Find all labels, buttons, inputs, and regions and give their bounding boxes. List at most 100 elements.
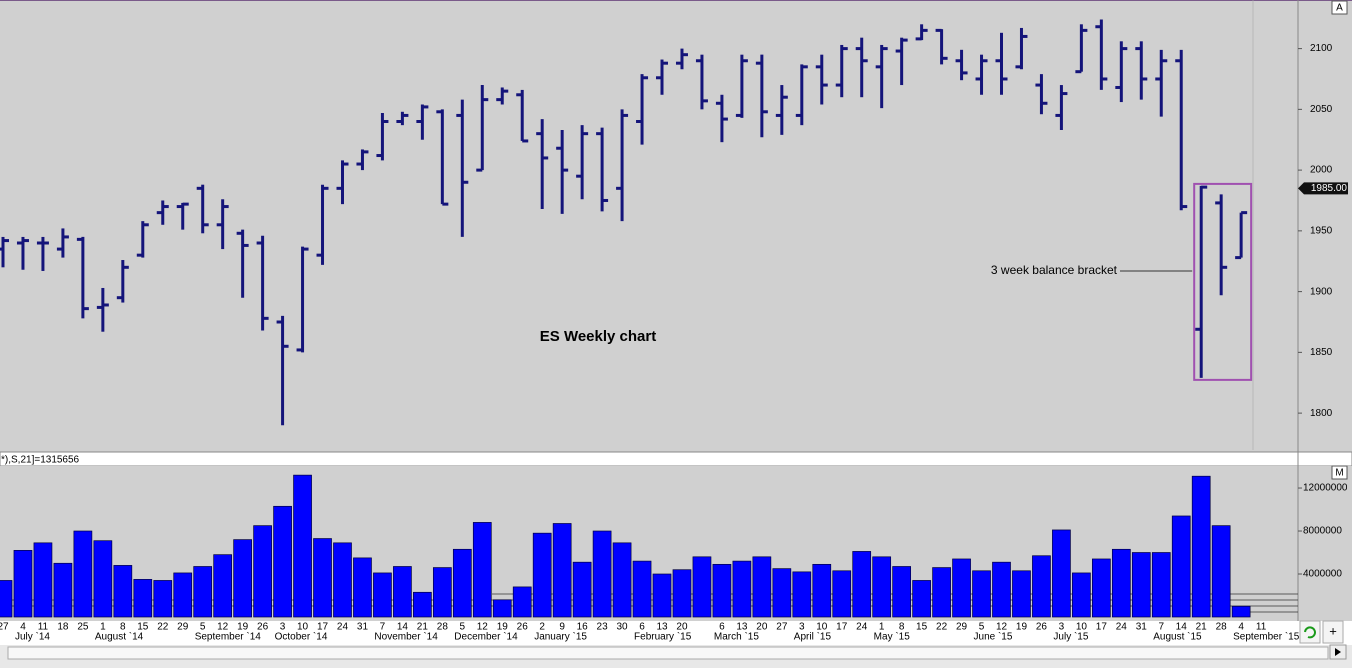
volume-bar [1052, 529, 1071, 618]
add-button[interactable] [1322, 620, 1344, 644]
volume-bar [992, 561, 1011, 618]
x-tick-label: 6 [719, 622, 725, 633]
volume-bar [652, 573, 672, 618]
x-tick-label: 24 [337, 622, 349, 633]
x-tick-label: 10 [1076, 622, 1088, 633]
volume-bar [1091, 558, 1111, 618]
x-tick-label: 11 [38, 622, 49, 633]
last-price-marker [1298, 182, 1348, 195]
volume-bar [772, 568, 792, 618]
x-axis-area [0, 621, 1298, 645]
volume-bar [213, 554, 233, 618]
x-tick-label: 26 [517, 622, 529, 633]
x-tick-label: 20 [756, 622, 768, 633]
x-tick-label: 15 [137, 622, 149, 633]
volume-bar [153, 580, 173, 618]
volume-bar [912, 580, 931, 618]
volume-bar [632, 560, 652, 618]
volume-bar [13, 550, 33, 618]
x-tick-label: 4 [20, 622, 26, 633]
month-label: September `14 [195, 631, 262, 643]
month-label: July `14 [15, 631, 50, 643]
x-tick-label: 7 [380, 622, 386, 633]
refresh-button[interactable] [1299, 620, 1321, 644]
x-tick-label: 3 [280, 622, 286, 633]
x-tick-label: 6 [639, 622, 645, 633]
x-tick-label: 26 [1036, 622, 1048, 633]
last-price-label: 1985.00 [1311, 183, 1348, 194]
x-tick-label: 31 [1136, 622, 1148, 633]
volume-bar [832, 570, 852, 618]
y-tick-label: 1950 [1310, 226, 1333, 237]
x-tick-label: 13 [736, 622, 748, 633]
volume-bar [253, 525, 272, 618]
indicator-strip [0, 451, 1352, 467]
x-tick-label: 11 [1256, 622, 1267, 633]
volume-bar [1072, 572, 1091, 618]
x-tick-label: 29 [956, 622, 968, 633]
month-label: April `15 [794, 631, 832, 643]
volume-bar [972, 570, 991, 618]
volume-bar [812, 563, 832, 618]
volume-bar [413, 591, 432, 618]
volume-bar [712, 563, 732, 618]
x-tick-label: 20 [676, 622, 688, 633]
volume-bar [1012, 570, 1031, 618]
y-tick-label: 2050 [1310, 104, 1333, 115]
x-tick-label: 14 [1176, 622, 1188, 633]
volume-bar [313, 538, 332, 618]
scrollbar[interactable] [7, 646, 1329, 660]
volume-bar [572, 561, 592, 618]
x-tick-label: 4 [1238, 622, 1244, 633]
volume-bar [432, 567, 452, 618]
x-tick-label: 21 [417, 622, 429, 633]
volume-scale-button[interactable] [1331, 465, 1348, 480]
x-tick-label: 17 [317, 622, 329, 633]
indicator-label: *),S,21]=1315656 [1, 455, 80, 466]
volume-bar [393, 566, 412, 618]
x-tick-label: 13 [656, 622, 668, 633]
volume-bar [892, 566, 912, 618]
volume-bar [1151, 552, 1171, 618]
x-tick-label: 30 [617, 622, 629, 633]
x-tick-label: 1 [879, 622, 885, 633]
x-tick-label: 3 [1059, 622, 1065, 633]
y-tick-label: 1800 [1310, 408, 1333, 419]
month-label: March `15 [714, 631, 759, 643]
y-tick-label: 1900 [1310, 286, 1333, 297]
month-label: May `15 [874, 631, 911, 643]
volume-bar [113, 565, 133, 618]
x-tick-label: 17 [836, 622, 848, 633]
volume-bar [33, 542, 53, 618]
x-tick-label: 28 [437, 622, 449, 633]
x-tick-label: 19 [1016, 622, 1028, 633]
refresh-icon [1304, 626, 1316, 639]
x-tick-label: 12 [217, 622, 229, 633]
month-label: June `15 [974, 631, 1013, 643]
volume-tick-label: 8000000 [1303, 526, 1342, 537]
y-tick-label: 2000 [1310, 165, 1333, 176]
x-tick-label: 2 [539, 622, 545, 633]
volume-bar [752, 556, 772, 618]
price-scale-button[interactable] [1331, 0, 1348, 15]
volume-bar [692, 556, 712, 618]
x-tick-label: 3 [799, 622, 805, 633]
month-label: August `15 [1153, 631, 1202, 643]
volume-bar [333, 542, 352, 618]
volume-bar [492, 599, 512, 618]
x-tick-label: 24 [856, 622, 868, 633]
volume-bar [472, 522, 492, 618]
volume-bar [532, 532, 552, 618]
x-tick-label: 12 [996, 622, 1008, 633]
month-label: September `15 [1233, 631, 1300, 643]
x-tick-label: 5 [979, 622, 985, 633]
x-tick-label: 17 [1096, 622, 1108, 633]
volume-bar [293, 474, 312, 618]
x-tick-label: 5 [200, 622, 206, 633]
x-tick-label: 23 [597, 622, 609, 633]
volume-bar [53, 562, 73, 618]
volume-bar [732, 560, 752, 618]
volume-bar [133, 579, 153, 618]
